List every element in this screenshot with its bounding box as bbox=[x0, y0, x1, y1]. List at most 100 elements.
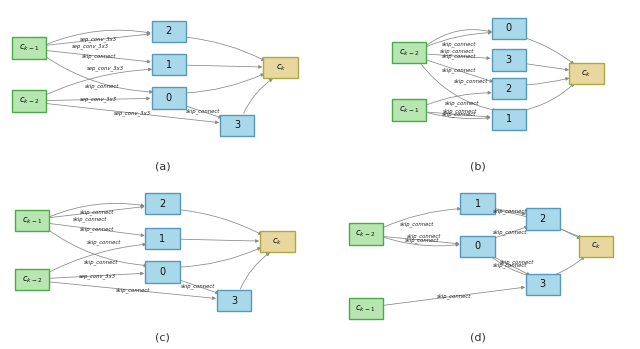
Text: skip_connect: skip_connect bbox=[500, 259, 534, 265]
Text: skip_connect: skip_connect bbox=[404, 237, 438, 243]
FancyArrowPatch shape bbox=[185, 74, 264, 93]
FancyArrowPatch shape bbox=[179, 248, 260, 267]
FancyArrowPatch shape bbox=[46, 228, 147, 267]
Text: skip_connect: skip_connect bbox=[406, 233, 441, 239]
Text: skip_connect: skip_connect bbox=[440, 48, 474, 54]
Text: $c_{k-2}$: $c_{k-2}$ bbox=[355, 229, 376, 239]
FancyBboxPatch shape bbox=[152, 87, 186, 109]
Text: 3: 3 bbox=[234, 120, 240, 130]
FancyBboxPatch shape bbox=[460, 193, 495, 214]
FancyArrowPatch shape bbox=[47, 104, 218, 124]
Text: $c_{k-2}$: $c_{k-2}$ bbox=[399, 47, 419, 58]
FancyBboxPatch shape bbox=[217, 290, 251, 311]
FancyBboxPatch shape bbox=[220, 114, 254, 136]
Text: 3: 3 bbox=[231, 296, 237, 306]
Text: skip_connect: skip_connect bbox=[493, 262, 527, 268]
FancyArrowPatch shape bbox=[526, 64, 568, 71]
Text: 2: 2 bbox=[166, 26, 172, 36]
FancyArrowPatch shape bbox=[50, 272, 143, 278]
FancyArrowPatch shape bbox=[427, 113, 490, 119]
FancyArrowPatch shape bbox=[49, 203, 144, 217]
Text: skip_connect: skip_connect bbox=[400, 222, 434, 227]
FancyBboxPatch shape bbox=[15, 210, 49, 231]
Text: sep_conv_3x3: sep_conv_3x3 bbox=[80, 37, 117, 42]
FancyBboxPatch shape bbox=[492, 109, 526, 130]
FancyArrowPatch shape bbox=[383, 237, 459, 246]
Text: 1: 1 bbox=[159, 233, 166, 244]
FancyArrowPatch shape bbox=[47, 51, 150, 63]
FancyArrowPatch shape bbox=[49, 223, 144, 237]
FancyArrowPatch shape bbox=[426, 91, 491, 105]
FancyArrowPatch shape bbox=[494, 208, 525, 215]
FancyBboxPatch shape bbox=[526, 208, 560, 230]
Text: skip_connect: skip_connect bbox=[493, 230, 527, 236]
FancyArrowPatch shape bbox=[383, 286, 524, 305]
FancyArrowPatch shape bbox=[522, 37, 573, 64]
Text: $c_{k-2}$: $c_{k-2}$ bbox=[19, 96, 39, 106]
Text: 2: 2 bbox=[540, 214, 546, 224]
Text: skip_connect: skip_connect bbox=[442, 42, 476, 47]
FancyArrowPatch shape bbox=[47, 97, 150, 101]
Text: skip_connect: skip_connect bbox=[442, 53, 476, 59]
FancyBboxPatch shape bbox=[264, 57, 298, 78]
Text: sep_conv_3x3: sep_conv_3x3 bbox=[80, 97, 117, 102]
Text: 2: 2 bbox=[506, 84, 512, 94]
FancyArrowPatch shape bbox=[47, 33, 150, 45]
Text: skip_connect: skip_connect bbox=[445, 100, 479, 106]
FancyArrowPatch shape bbox=[493, 210, 580, 239]
Text: sep_conv_3x3: sep_conv_3x3 bbox=[72, 43, 109, 49]
FancyBboxPatch shape bbox=[12, 90, 46, 112]
Text: 1: 1 bbox=[506, 114, 512, 124]
FancyArrowPatch shape bbox=[428, 54, 490, 59]
FancyArrowPatch shape bbox=[492, 226, 527, 239]
FancyBboxPatch shape bbox=[145, 261, 180, 283]
Text: 3: 3 bbox=[506, 55, 512, 65]
FancyArrowPatch shape bbox=[420, 62, 496, 111]
FancyArrowPatch shape bbox=[554, 257, 584, 275]
Text: (c): (c) bbox=[155, 333, 170, 343]
FancyArrowPatch shape bbox=[187, 65, 262, 68]
Text: $c_{k}$: $c_{k}$ bbox=[581, 68, 591, 79]
Text: skip_connect: skip_connect bbox=[116, 287, 150, 293]
Text: skip_connect: skip_connect bbox=[493, 208, 527, 214]
Text: (b): (b) bbox=[470, 162, 486, 172]
FancyArrowPatch shape bbox=[490, 255, 530, 275]
FancyBboxPatch shape bbox=[260, 231, 294, 252]
Text: skip_connect: skip_connect bbox=[186, 109, 220, 114]
FancyBboxPatch shape bbox=[152, 54, 186, 75]
FancyBboxPatch shape bbox=[12, 37, 46, 59]
Text: $c_{k-1}$: $c_{k-1}$ bbox=[19, 43, 39, 53]
Text: $c_{k}$: $c_{k}$ bbox=[275, 62, 285, 73]
Text: sep_conv_3x3: sep_conv_3x3 bbox=[79, 273, 116, 279]
Text: $c_{k-1}$: $c_{k-1}$ bbox=[355, 303, 376, 314]
Text: $c_{k-2}$: $c_{k-2}$ bbox=[22, 274, 42, 285]
FancyBboxPatch shape bbox=[15, 269, 49, 290]
FancyBboxPatch shape bbox=[460, 236, 495, 257]
Text: skip_connect: skip_connect bbox=[437, 294, 472, 299]
FancyArrowPatch shape bbox=[50, 282, 215, 299]
Text: 1: 1 bbox=[166, 60, 172, 69]
FancyBboxPatch shape bbox=[392, 42, 426, 63]
Text: $c_{k}$: $c_{k}$ bbox=[273, 236, 283, 247]
FancyBboxPatch shape bbox=[349, 223, 383, 245]
Text: skip_connect: skip_connect bbox=[85, 83, 120, 89]
FancyBboxPatch shape bbox=[492, 78, 526, 99]
Text: skip_connect: skip_connect bbox=[442, 112, 476, 118]
Text: skip_connect: skip_connect bbox=[444, 108, 477, 114]
Text: skip_connect: skip_connect bbox=[81, 53, 116, 59]
Text: skip_connect: skip_connect bbox=[84, 259, 118, 265]
FancyBboxPatch shape bbox=[492, 17, 526, 39]
FancyArrowPatch shape bbox=[178, 209, 261, 235]
Text: sep_conv_3x3: sep_conv_3x3 bbox=[87, 66, 124, 71]
FancyArrowPatch shape bbox=[425, 30, 492, 46]
Text: 1: 1 bbox=[474, 199, 481, 209]
FancyArrowPatch shape bbox=[490, 255, 529, 276]
FancyArrowPatch shape bbox=[44, 55, 152, 93]
Text: skip_connect: skip_connect bbox=[80, 209, 115, 215]
FancyArrowPatch shape bbox=[556, 227, 582, 238]
FancyBboxPatch shape bbox=[526, 274, 560, 295]
FancyBboxPatch shape bbox=[492, 50, 526, 70]
FancyArrowPatch shape bbox=[526, 77, 568, 85]
Text: $c_{k}$: $c_{k}$ bbox=[591, 241, 601, 252]
FancyArrowPatch shape bbox=[50, 206, 144, 218]
